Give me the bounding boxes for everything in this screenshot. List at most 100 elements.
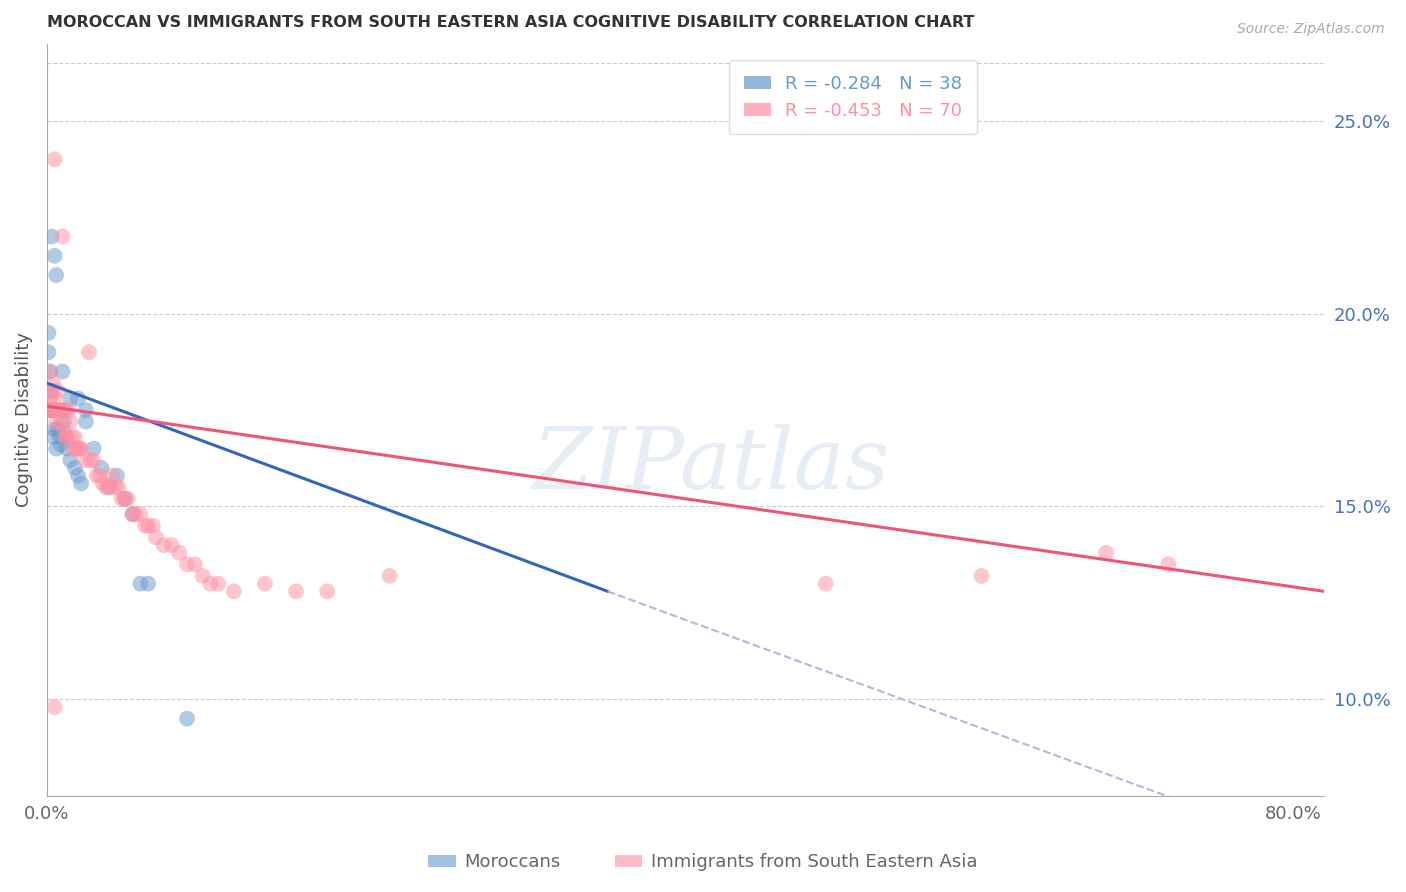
Point <box>378 569 401 583</box>
Point <box>46 422 69 436</box>
Point <box>39 364 62 378</box>
Point <box>63 430 86 444</box>
Point <box>75 453 97 467</box>
Point <box>253 576 276 591</box>
Point <box>53 415 76 429</box>
Point <box>46 384 69 398</box>
Point <box>37 403 59 417</box>
Point <box>45 442 67 456</box>
Point <box>89 468 111 483</box>
Point <box>45 415 67 429</box>
Point <box>39 403 62 417</box>
Point <box>59 453 82 467</box>
Point <box>70 442 93 456</box>
Point <box>77 345 100 359</box>
Point <box>94 480 117 494</box>
Point <box>83 453 105 467</box>
Point <box>55 403 77 417</box>
Point <box>37 384 59 398</box>
Point <box>41 403 63 417</box>
Point <box>70 476 93 491</box>
Point <box>142 518 165 533</box>
Point <box>134 518 156 533</box>
Point <box>114 491 136 506</box>
Legend: R = -0.284   N = 38, R = -0.453   N = 70: R = -0.284 N = 38, R = -0.453 N = 70 <box>730 61 977 134</box>
Point <box>101 468 124 483</box>
Point <box>37 345 59 359</box>
Point <box>67 468 90 483</box>
Point <box>41 403 63 417</box>
Point <box>44 422 66 436</box>
Point <box>285 584 308 599</box>
Point <box>67 442 90 456</box>
Point <box>83 442 105 456</box>
Point <box>51 403 73 417</box>
Point <box>39 392 62 406</box>
Point <box>65 442 87 456</box>
Point <box>1095 546 1118 560</box>
Point <box>56 430 79 444</box>
Point <box>48 403 70 417</box>
Point <box>136 518 159 533</box>
Point <box>970 569 993 583</box>
Point <box>184 558 207 572</box>
Point <box>191 569 214 583</box>
Point <box>69 442 91 456</box>
Point <box>145 530 167 544</box>
Text: MOROCCAN VS IMMIGRANTS FROM SOUTH EASTERN ASIA COGNITIVE DISABILITY CORRELATION : MOROCCAN VS IMMIGRANTS FROM SOUTH EASTER… <box>46 15 974 30</box>
Point <box>49 415 72 429</box>
Point <box>75 415 97 429</box>
Point <box>59 392 82 406</box>
Point <box>136 576 159 591</box>
Legend: Moroccans, Immigrants from South Eastern Asia: Moroccans, Immigrants from South Eastern… <box>422 847 984 879</box>
Point <box>75 403 97 417</box>
Point <box>44 392 66 406</box>
Point <box>121 507 143 521</box>
Point <box>129 576 152 591</box>
Point <box>67 392 90 406</box>
Point <box>104 480 127 494</box>
Point <box>42 403 65 417</box>
Point <box>58 403 80 417</box>
Point <box>45 268 67 282</box>
Point <box>59 415 82 429</box>
Point <box>42 376 65 390</box>
Point <box>41 384 63 398</box>
Point <box>44 249 66 263</box>
Point <box>152 538 174 552</box>
Point <box>107 480 129 494</box>
Point <box>63 461 86 475</box>
Point <box>98 480 121 494</box>
Point <box>60 430 83 444</box>
Point <box>114 491 136 506</box>
Point <box>49 438 72 452</box>
Point <box>51 364 73 378</box>
Point <box>91 476 114 491</box>
Point <box>56 442 79 456</box>
Point <box>41 384 63 398</box>
Point <box>169 546 191 560</box>
Point <box>45 403 67 417</box>
Point <box>48 430 70 444</box>
Point <box>200 576 222 591</box>
Point <box>37 326 59 340</box>
Point <box>55 430 77 444</box>
Point <box>129 507 152 521</box>
Point <box>55 430 77 444</box>
Point <box>62 442 84 456</box>
Y-axis label: Cognitive Disability: Cognitive Disability <box>15 332 32 508</box>
Point <box>41 229 63 244</box>
Point <box>53 422 76 436</box>
Point <box>814 576 837 591</box>
Point <box>111 491 134 506</box>
Point <box>42 403 65 417</box>
Point <box>176 558 198 572</box>
Point <box>124 507 146 521</box>
Point <box>98 480 121 494</box>
Text: ZIPatlas: ZIPatlas <box>533 424 890 506</box>
Point <box>316 584 339 599</box>
Point <box>117 491 139 506</box>
Point <box>44 700 66 714</box>
Point <box>44 153 66 167</box>
Point <box>42 430 65 444</box>
